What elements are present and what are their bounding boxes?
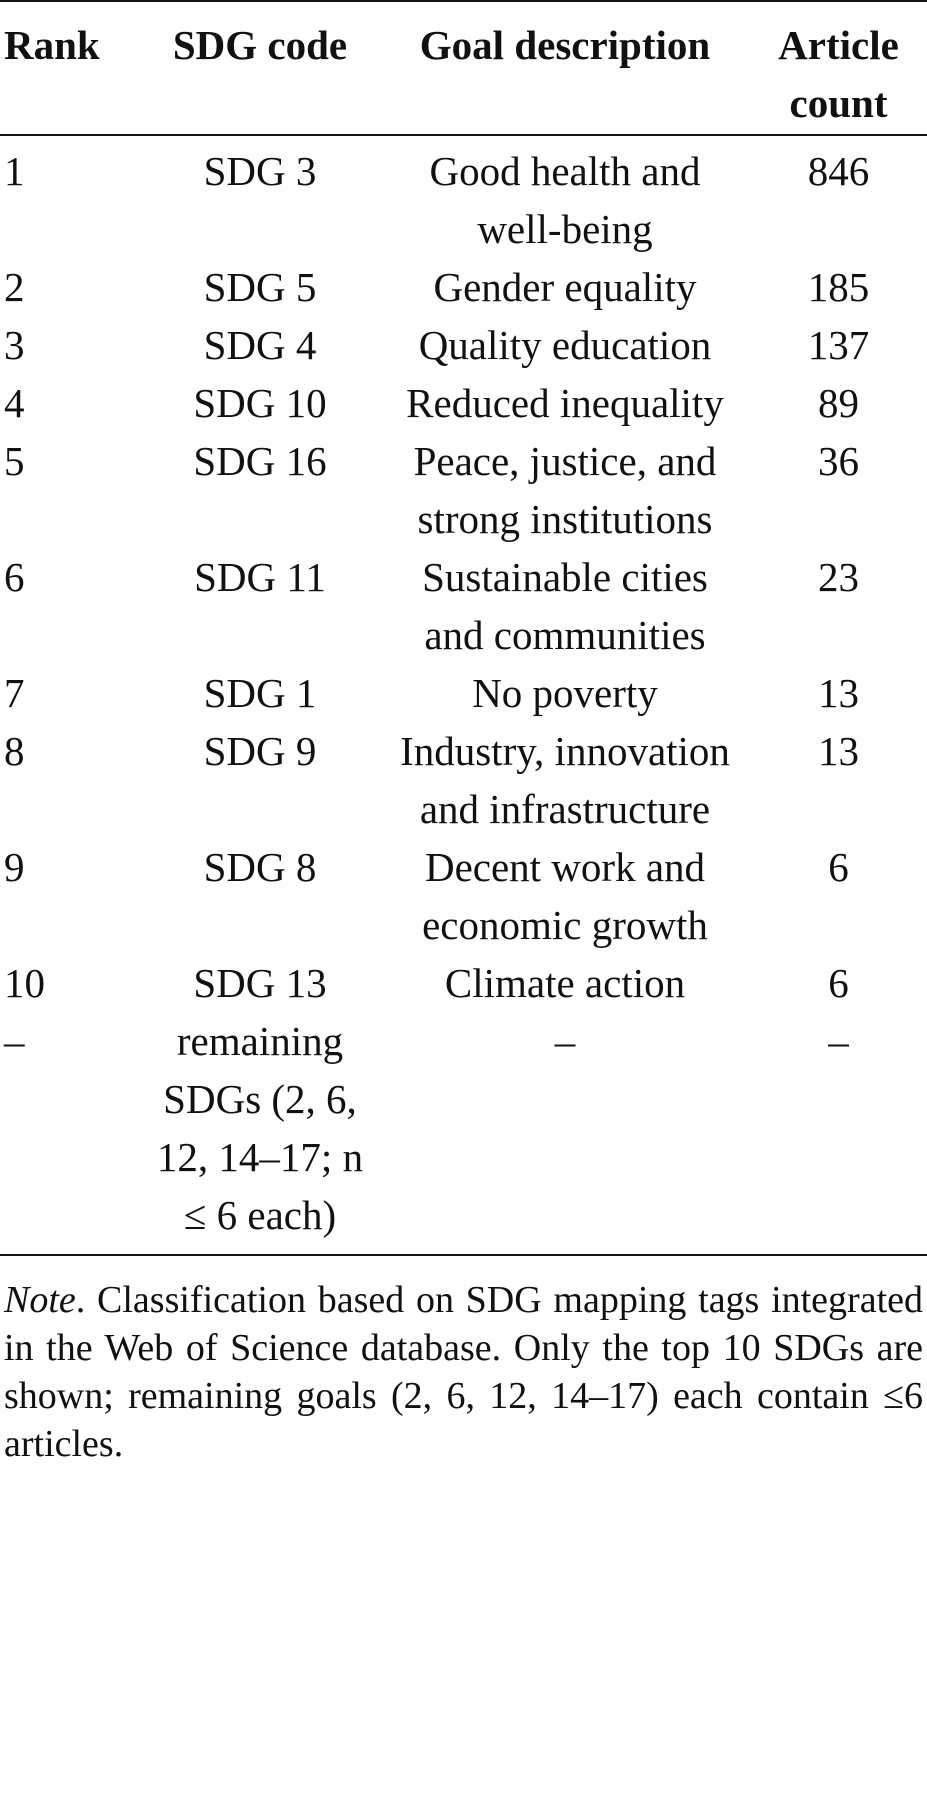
goal-description-cell: Quality education — [418, 322, 712, 368]
sdg-code-cell: SDG 11 — [194, 554, 326, 600]
rank-cell: 4 — [4, 380, 25, 426]
sdg-code-cell: SDG 1 — [203, 670, 317, 716]
header-sdg-code: SDG code — [140, 0, 380, 136]
article-count-cell: 36 — [818, 438, 859, 484]
table-body: 1 SDG 3 Good health and well-being 846 2 SDG … — [0, 135, 927, 1256]
sdg-code-cell: SDG 8 — [203, 844, 317, 890]
rank-cell: 6 — [4, 554, 25, 600]
header-rank: Rank — [0, 0, 140, 136]
goal-description-cell: Industry, innovation and infrastructure — [400, 728, 730, 832]
rank-cell: 8 — [4, 728, 25, 774]
article-count-cell: 846 — [807, 148, 870, 194]
rank-cell: 3 — [4, 322, 25, 368]
sdg-code-cell: SDG 10 — [193, 380, 327, 426]
note-label: Note — [4, 1279, 76, 1321]
note-text: . Classification based on SDG mapping ta… — [4, 1279, 923, 1465]
rank-cell: – — [0, 1012, 140, 1256]
table-row: – remaining SDGs (2, 6, 12, 14–17; n ≤ 6 … — [0, 1012, 927, 1256]
rank-cell: 2 — [4, 264, 25, 310]
sdg-code-cell: SDG 3 — [203, 148, 317, 194]
goal-description-cell: Peace, justice, and strong institutions — [413, 438, 717, 542]
table-row: 7 SDG 1 No poverty 13 — [0, 664, 927, 722]
goal-description-cell: – — [380, 1012, 750, 1256]
table-note: Note. Classification based on SDG mappin… — [0, 1256, 923, 1468]
rank-cell: 7 — [4, 670, 25, 716]
sdg-code-cell: SDG 13 — [193, 960, 327, 1006]
article-count-cell: 137 — [807, 322, 870, 368]
table-row: 10 SDG 13 Climate action 6 — [0, 954, 927, 1012]
article-count-cell: 185 — [807, 264, 870, 310]
table-row: 4 SDG 10 Reduced inequality 89 — [0, 374, 927, 432]
article-count-cell: 6 — [828, 960, 849, 1006]
table-row: 2 SDG 5 Gender equality 185 — [0, 258, 927, 316]
sdg-code-cell: SDG 9 — [203, 728, 317, 774]
goal-description-cell: Gender equality — [433, 264, 697, 310]
sdg-code-cell: SDG 5 — [203, 264, 317, 310]
sdg-code-cell: SDG 4 — [203, 322, 317, 368]
goal-description-cell: No poverty — [472, 670, 658, 716]
table-row: 9 SDG 8 Decent work and economic growth 6 — [0, 838, 927, 954]
rank-cell: 9 — [4, 844, 25, 890]
table-row: 1 SDG 3 Good health and well-being 846 — [0, 135, 927, 258]
table-row: 5 SDG 16 Peace, justice, and strong instit… — [0, 432, 927, 548]
goal-description-cell: Climate action — [444, 960, 686, 1006]
article-count-cell: 13 — [818, 728, 859, 774]
article-count-cell: 13 — [818, 670, 859, 716]
article-count-cell: 89 — [818, 380, 859, 426]
article-count-cell: 6 — [828, 844, 849, 890]
sdg-code-cell: SDG 16 — [193, 438, 327, 484]
goal-description-cell: Decent work and economic growth — [422, 844, 708, 948]
rank-cell: 5 — [4, 438, 25, 484]
sdg-code-cell: remaining SDGs (2, 6, 12, 14–17; n ≤ 6 e… — [140, 1012, 380, 1256]
table-row: 8 SDG 9 Industry, innovation and infrastru… — [0, 722, 927, 838]
goal-description-cell: Good health and well-being — [429, 148, 701, 252]
article-count-cell: – — [750, 1012, 927, 1256]
table-header: Rank SDG code Goal description Article c… — [0, 0, 927, 136]
rank-cell: 1 — [4, 148, 25, 194]
header-goal-description: Goal description — [380, 0, 750, 136]
table-row: 6 SDG 11 Sustainable cities and communitie… — [0, 548, 927, 664]
header-article-count: Article count — [750, 0, 927, 136]
table-row: 3 SDG 4 Quality education 137 — [0, 316, 927, 374]
goal-description-cell: Reduced inequality — [406, 380, 724, 426]
goal-description-cell: Sustainable cities and communities — [422, 554, 708, 658]
sdg-table: Rank SDG code Goal description Article c… — [0, 0, 927, 1256]
article-count-cell: 23 — [818, 554, 859, 600]
rank-cell: 10 — [4, 960, 45, 1006]
